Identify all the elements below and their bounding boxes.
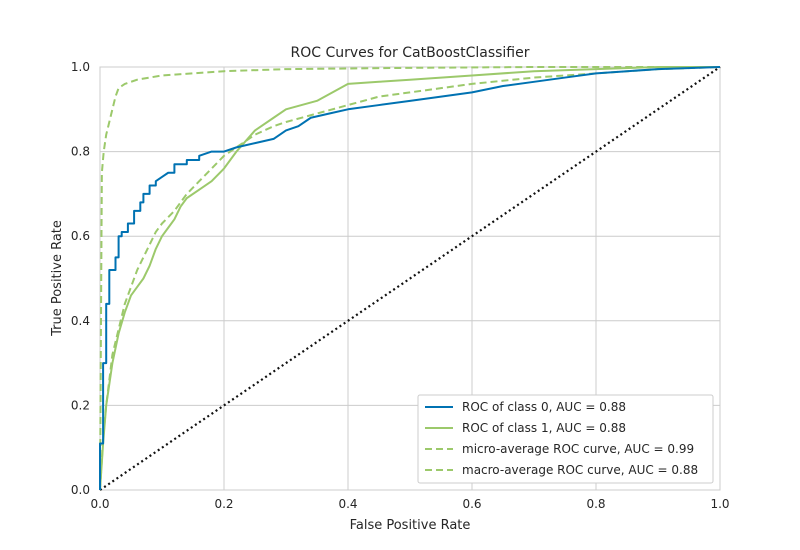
series-line-4 bbox=[99, 66, 721, 491]
legend-entry: micro-average ROC curve, AUC = 0.99 bbox=[462, 442, 694, 456]
y-tick-label: 1.0 bbox=[71, 60, 90, 74]
legend-box bbox=[417, 394, 714, 484]
y-tick-label: 0.4 bbox=[71, 314, 90, 328]
x-tick-label: 0.6 bbox=[462, 497, 481, 511]
plot-area: 0.0 0.2 0.4 0.6 0.8 1.0 0.0 0.2 0.4 0.6 0.8 1.0 bbox=[71, 60, 730, 511]
series-line-0 bbox=[99, 66, 721, 490]
y-tick-label: 0.2 bbox=[71, 398, 90, 412]
legend-entry: ROC of class 0, AUC = 0.88 bbox=[462, 400, 626, 414]
series-lines bbox=[99, 66, 721, 491]
series-line-1 bbox=[99, 66, 720, 491]
series-line-2 bbox=[99, 66, 720, 491]
x-tick-label: 0.4 bbox=[338, 497, 357, 511]
x-tick-label: 0.8 bbox=[586, 497, 605, 511]
legend: ROC of class 0, AUC = 0.88 ROC of class 1… bbox=[417, 394, 714, 484]
y-tick-label: 0.6 bbox=[71, 229, 90, 243]
x-axis-label: False Positive Rate bbox=[350, 518, 471, 533]
y-axis-label: True Positive Rate bbox=[50, 220, 65, 337]
y-tick-label: 0.0 bbox=[71, 483, 90, 497]
legend-entry: macro-average ROC curve, AUC = 0.88 bbox=[462, 463, 698, 477]
chart-title: ROC Curves for CatBoostClassifier bbox=[291, 45, 530, 61]
legend-entry: ROC of class 1, AUC = 0.88 bbox=[462, 421, 626, 435]
x-tick-labels: 0.0 0.2 0.4 0.6 0.8 1.0 bbox=[90, 497, 729, 511]
legend-items: ROC of class 0, AUC = 0.88 ROC of class 1… bbox=[425, 400, 698, 477]
y-tick-label: 0.8 bbox=[71, 145, 90, 159]
x-tick-label: 1.0 bbox=[710, 497, 729, 511]
x-tick-label: 0.2 bbox=[214, 497, 233, 511]
series-line-3 bbox=[99, 66, 721, 491]
x-tick-label: 0.0 bbox=[90, 497, 109, 511]
y-tick-labels: 0.0 0.2 0.4 0.6 0.8 1.0 bbox=[71, 60, 90, 497]
